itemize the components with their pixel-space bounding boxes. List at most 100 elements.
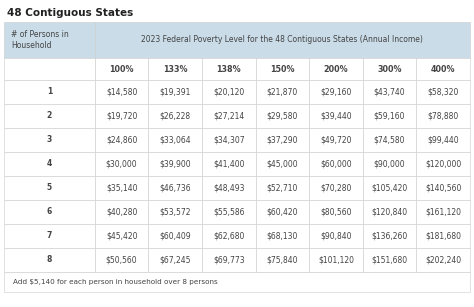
Text: 200%: 200% <box>324 64 348 73</box>
Bar <box>202 176 255 200</box>
Text: $101,120: $101,120 <box>318 255 354 265</box>
Bar <box>4 176 95 200</box>
Text: $33,064: $33,064 <box>159 135 191 145</box>
Text: $120,840: $120,840 <box>372 208 408 216</box>
Bar <box>417 128 470 152</box>
Text: $45,420: $45,420 <box>106 231 137 240</box>
Text: $55,586: $55,586 <box>213 208 245 216</box>
Bar <box>363 58 417 80</box>
Bar <box>148 80 202 104</box>
Bar <box>148 176 202 200</box>
Bar <box>363 200 417 224</box>
Text: $60,409: $60,409 <box>159 231 191 240</box>
Text: 6: 6 <box>47 208 52 216</box>
Bar <box>95 152 148 176</box>
Text: $90,840: $90,840 <box>320 231 352 240</box>
Bar <box>417 248 470 272</box>
Bar <box>309 248 363 272</box>
Bar <box>363 128 417 152</box>
Bar <box>255 176 309 200</box>
Bar <box>4 272 470 292</box>
Bar <box>95 22 470 58</box>
Text: 133%: 133% <box>163 64 188 73</box>
Bar <box>95 128 148 152</box>
Text: 7: 7 <box>47 231 52 240</box>
Text: $202,240: $202,240 <box>425 255 461 265</box>
Text: $151,680: $151,680 <box>372 255 408 265</box>
Text: # of Persons in
Household: # of Persons in Household <box>11 30 69 50</box>
Text: Add $5,140 for each person in household over 8 persons: Add $5,140 for each person in household … <box>13 279 218 285</box>
Text: $50,560: $50,560 <box>106 255 137 265</box>
Bar <box>255 152 309 176</box>
Text: $30,000: $30,000 <box>106 160 137 169</box>
Bar <box>4 152 95 176</box>
Text: 100%: 100% <box>109 64 134 73</box>
Bar <box>148 58 202 80</box>
Bar <box>4 80 95 104</box>
Text: $70,280: $70,280 <box>320 184 352 192</box>
Text: $60,420: $60,420 <box>267 208 298 216</box>
Bar <box>202 224 255 248</box>
Text: $67,245: $67,245 <box>160 255 191 265</box>
Bar <box>148 152 202 176</box>
Text: $74,580: $74,580 <box>374 135 405 145</box>
Text: $37,290: $37,290 <box>267 135 298 145</box>
Bar <box>417 104 470 128</box>
Bar <box>95 80 148 104</box>
Bar <box>309 224 363 248</box>
Text: $58,320: $58,320 <box>428 87 459 96</box>
Bar <box>417 200 470 224</box>
Text: $99,440: $99,440 <box>428 135 459 145</box>
Bar <box>202 80 255 104</box>
Text: 4: 4 <box>47 160 52 169</box>
Text: $69,773: $69,773 <box>213 255 245 265</box>
Bar <box>202 58 255 80</box>
Text: 2023 Federal Poverty Level for the 48 Contiguous States (Annual Income): 2023 Federal Poverty Level for the 48 Co… <box>142 36 423 45</box>
Bar <box>363 248 417 272</box>
Text: $20,120: $20,120 <box>213 87 245 96</box>
Text: 138%: 138% <box>217 64 241 73</box>
Text: $105,420: $105,420 <box>372 184 408 192</box>
Bar <box>309 128 363 152</box>
Bar <box>95 224 148 248</box>
Bar <box>4 104 95 128</box>
Bar <box>148 128 202 152</box>
Text: $136,260: $136,260 <box>372 231 408 240</box>
Bar <box>4 58 95 80</box>
Text: $19,391: $19,391 <box>160 87 191 96</box>
Bar <box>309 104 363 128</box>
Text: $29,580: $29,580 <box>267 111 298 121</box>
Text: $181,680: $181,680 <box>425 231 461 240</box>
Bar <box>4 224 95 248</box>
Bar <box>4 200 95 224</box>
Text: $45,000: $45,000 <box>266 160 298 169</box>
Bar <box>202 128 255 152</box>
Bar <box>417 176 470 200</box>
Bar <box>255 104 309 128</box>
Text: $62,680: $62,680 <box>213 231 245 240</box>
Text: $78,880: $78,880 <box>428 111 459 121</box>
Text: $60,000: $60,000 <box>320 160 352 169</box>
Bar <box>4 22 95 58</box>
Bar <box>309 176 363 200</box>
Bar <box>95 58 148 80</box>
Text: $40,280: $40,280 <box>106 208 137 216</box>
Bar <box>202 200 255 224</box>
Bar <box>417 58 470 80</box>
Bar <box>4 248 95 272</box>
Text: $43,740: $43,740 <box>374 87 405 96</box>
Text: $35,140: $35,140 <box>106 184 137 192</box>
Bar <box>363 224 417 248</box>
Bar <box>148 248 202 272</box>
Bar <box>255 80 309 104</box>
Text: $48,493: $48,493 <box>213 184 245 192</box>
Bar <box>95 176 148 200</box>
Bar <box>148 104 202 128</box>
Text: $80,560: $80,560 <box>320 208 352 216</box>
Bar <box>417 80 470 104</box>
Text: $34,307: $34,307 <box>213 135 245 145</box>
Bar <box>309 200 363 224</box>
Bar <box>148 224 202 248</box>
Bar <box>309 58 363 80</box>
Text: $14,580: $14,580 <box>106 87 137 96</box>
